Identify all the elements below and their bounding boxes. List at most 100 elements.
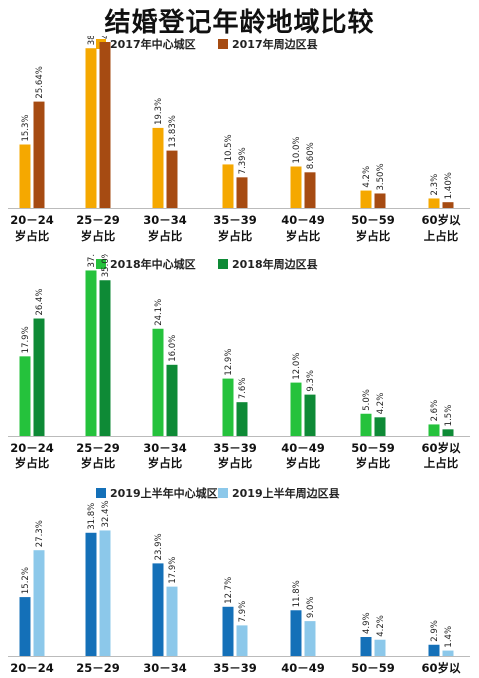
- bar-0-6: [428, 644, 440, 656]
- value-label-1-4: 9.3%: [306, 370, 316, 392]
- legend-label-0: 2017年中心城区: [110, 37, 196, 51]
- value-label-1-1: 40%: [101, 36, 111, 39]
- value-label-0-4: 11.8%: [292, 580, 302, 607]
- bar-1-3: [236, 177, 248, 208]
- value-label-0-3: 12.7%: [224, 577, 234, 604]
- bar-0-2: [152, 127, 164, 208]
- value-label-1-2: 16.0%: [168, 335, 178, 362]
- category-label-2: 30－34: [143, 213, 187, 227]
- category-label-line2-2: 岁占比: [148, 229, 183, 243]
- legend-label-0: 2019上半年中心城区: [110, 486, 218, 500]
- value-label-0-0: 17.9%: [21, 326, 31, 353]
- value-label-0-1: 31.8%: [87, 503, 97, 530]
- bar-1-5: [374, 193, 386, 208]
- bar-0-5: [360, 637, 372, 656]
- category-label-1: 25－29: [76, 661, 120, 675]
- bar-1-0: [33, 550, 45, 656]
- value-label-1-6: 1.40%: [444, 172, 454, 199]
- bar-0-4: [290, 610, 302, 656]
- legend-swatch-0: [96, 488, 106, 498]
- bar-1-2: [166, 364, 178, 436]
- category-label-2: 30－34: [143, 661, 187, 675]
- bar-chart-2018: 2018年中心城区2018年周边区县17.9%26.4%20－24岁占比37.2…: [8, 254, 470, 469]
- value-label-1-5: 4.2%: [376, 393, 386, 415]
- category-label-line2-3: 岁占比: [218, 229, 253, 243]
- bar-1-6: [442, 650, 454, 656]
- category-label-3: 35－39: [213, 213, 257, 227]
- category-label-4: 40－49: [281, 661, 325, 675]
- bar-0-3: [222, 606, 234, 656]
- bar-0-1: [85, 532, 97, 656]
- value-label-1-0: 26.4%: [35, 289, 45, 316]
- category-label-line2-4: 岁占比: [286, 456, 321, 469]
- bar-1-0: [33, 101, 45, 208]
- bar-0-3: [222, 164, 234, 208]
- category-label-line2-5: 岁占比: [356, 456, 391, 469]
- category-label-4: 40－49: [281, 441, 325, 455]
- category-label-1: 25－29: [76, 441, 120, 455]
- bar-0-1: [85, 48, 97, 208]
- value-label-0-4: 12.0%: [292, 353, 302, 380]
- value-label-1-1: 32.4%: [101, 500, 111, 527]
- bar-chart-2019: 2019上半年中心城区 2019上半年周边区县 15.2% 27.3% 20－24 31.…: [8, 486, 470, 675]
- value-label-1-1: 35.0%: [101, 254, 111, 277]
- bar-1-6: [442, 429, 454, 436]
- bar-1-2: [166, 150, 178, 208]
- category-label-5: 50－59: [351, 213, 395, 227]
- bar-1-2: [166, 586, 178, 656]
- legend-swatch-1: [218, 488, 228, 498]
- bar-0-5: [360, 190, 372, 208]
- legend-swatch-1: [218, 259, 228, 269]
- category-label-6: 60岁以: [421, 441, 461, 455]
- bar-1-6: [442, 202, 454, 208]
- bar-0-2: [152, 328, 164, 436]
- bar-0-0: [19, 144, 31, 208]
- value-label-0-6: 2.3%: [430, 174, 440, 196]
- bar-0-5: [360, 413, 372, 436]
- category-label-line2-3: 岁占比: [218, 456, 253, 469]
- value-label-0-2: 19.3%: [154, 98, 164, 125]
- category-label-0: 20－24: [10, 441, 54, 455]
- bar-0-4: [290, 166, 302, 208]
- value-label-1-2: 17.9%: [168, 557, 178, 584]
- value-label-0-2: 23.9%: [154, 533, 164, 560]
- bar-1-3: [236, 625, 248, 656]
- bar-1-1: [99, 280, 111, 436]
- value-label-0-3: 12.9%: [224, 349, 234, 376]
- legend-label-0: 2018年中心城区: [110, 257, 196, 271]
- value-label-1-0: 25.64%: [35, 66, 45, 98]
- category-label-line2-1: 岁占比: [81, 456, 116, 469]
- category-label-4: 40－49: [281, 213, 325, 227]
- category-label-line2-0: 岁占比: [15, 456, 50, 469]
- category-label-5: 50－59: [351, 441, 395, 455]
- bar-1-4: [304, 621, 316, 656]
- category-label-line2-6: 上占比: [424, 456, 459, 469]
- bar-1-5: [374, 639, 386, 656]
- value-label-1-3: 7.6%: [238, 378, 248, 400]
- value-label-1-3: 7.9%: [238, 601, 248, 623]
- value-label-1-2: 13.83%: [168, 115, 178, 147]
- category-label-line2-5: 岁占比: [356, 229, 391, 243]
- category-label-5: 50－59: [351, 661, 395, 675]
- value-label-0-1: 38.5%: [87, 36, 97, 45]
- value-label-0-6: 2.6%: [430, 400, 440, 422]
- legend-label-1: 2018年周边区县: [232, 257, 318, 271]
- category-label-0: 20－24: [10, 213, 54, 227]
- value-label-0-5: 4.2%: [362, 166, 372, 188]
- bar-0-2: [152, 563, 164, 656]
- value-label-1-0: 27.3%: [35, 520, 45, 547]
- value-label-0-5: 4.9%: [362, 612, 372, 634]
- category-label-line2-2: 岁占比: [148, 456, 183, 469]
- bar-1-3: [236, 402, 248, 436]
- bar-1-1: [99, 42, 111, 208]
- bar-chart-2017: 2017年中心城区 2017年周边区县 15.3% 25.64% 20－24 岁占比 38.…: [8, 36, 470, 243]
- category-label-6: 60岁以: [421, 213, 461, 227]
- bar-1-4: [304, 394, 316, 436]
- value-label-0-5: 5.0%: [362, 389, 372, 411]
- bar-0-1: [85, 270, 97, 436]
- value-label-1-6: 1.4%: [444, 626, 454, 648]
- category-label-0: 20－24: [10, 661, 54, 675]
- value-label-0-0: 15.2%: [21, 567, 31, 594]
- value-label-0-4: 10.0%: [292, 136, 302, 163]
- legend-label-1: 2019上半年周边区县: [232, 486, 340, 500]
